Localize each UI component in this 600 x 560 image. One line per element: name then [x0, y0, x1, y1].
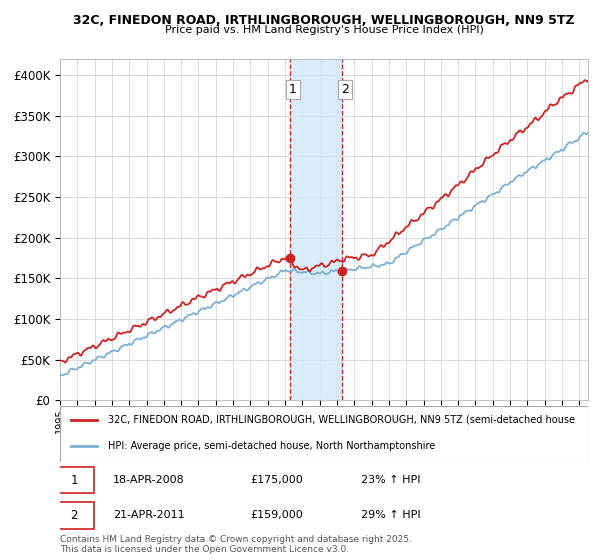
FancyBboxPatch shape	[55, 502, 94, 529]
FancyBboxPatch shape	[55, 467, 94, 493]
Text: 21-APR-2011: 21-APR-2011	[113, 510, 184, 520]
Text: 2: 2	[341, 83, 349, 96]
Text: 18-APR-2008: 18-APR-2008	[113, 475, 185, 485]
Text: HPI: Average price, semi-detached house, North Northamptonshire: HPI: Average price, semi-detached house,…	[107, 441, 435, 451]
Text: Contains HM Land Registry data © Crown copyright and database right 2025.
This d: Contains HM Land Registry data © Crown c…	[60, 535, 412, 554]
Bar	[290, 59, 342, 400]
Text: 1: 1	[71, 474, 78, 487]
Text: 32C, FINEDON ROAD, IRTHLINGBOROUGH, WELLINGBOROUGH, NN9 5TZ: 32C, FINEDON ROAD, IRTHLINGBOROUGH, WELL…	[73, 14, 575, 27]
Text: £159,000: £159,000	[250, 510, 303, 520]
Text: 23% ↑ HPI: 23% ↑ HPI	[361, 475, 421, 485]
Text: Price paid vs. HM Land Registry's House Price Index (HPI): Price paid vs. HM Land Registry's House …	[164, 25, 484, 35]
Text: £175,000: £175,000	[250, 475, 303, 485]
FancyBboxPatch shape	[60, 406, 588, 462]
Text: 29% ↑ HPI: 29% ↑ HPI	[361, 510, 421, 520]
Text: 1: 1	[289, 83, 297, 96]
Text: 2: 2	[71, 508, 78, 522]
Text: 32C, FINEDON ROAD, IRTHLINGBOROUGH, WELLINGBOROUGH, NN9 5TZ (semi-detached house: 32C, FINEDON ROAD, IRTHLINGBOROUGH, WELL…	[107, 415, 575, 425]
